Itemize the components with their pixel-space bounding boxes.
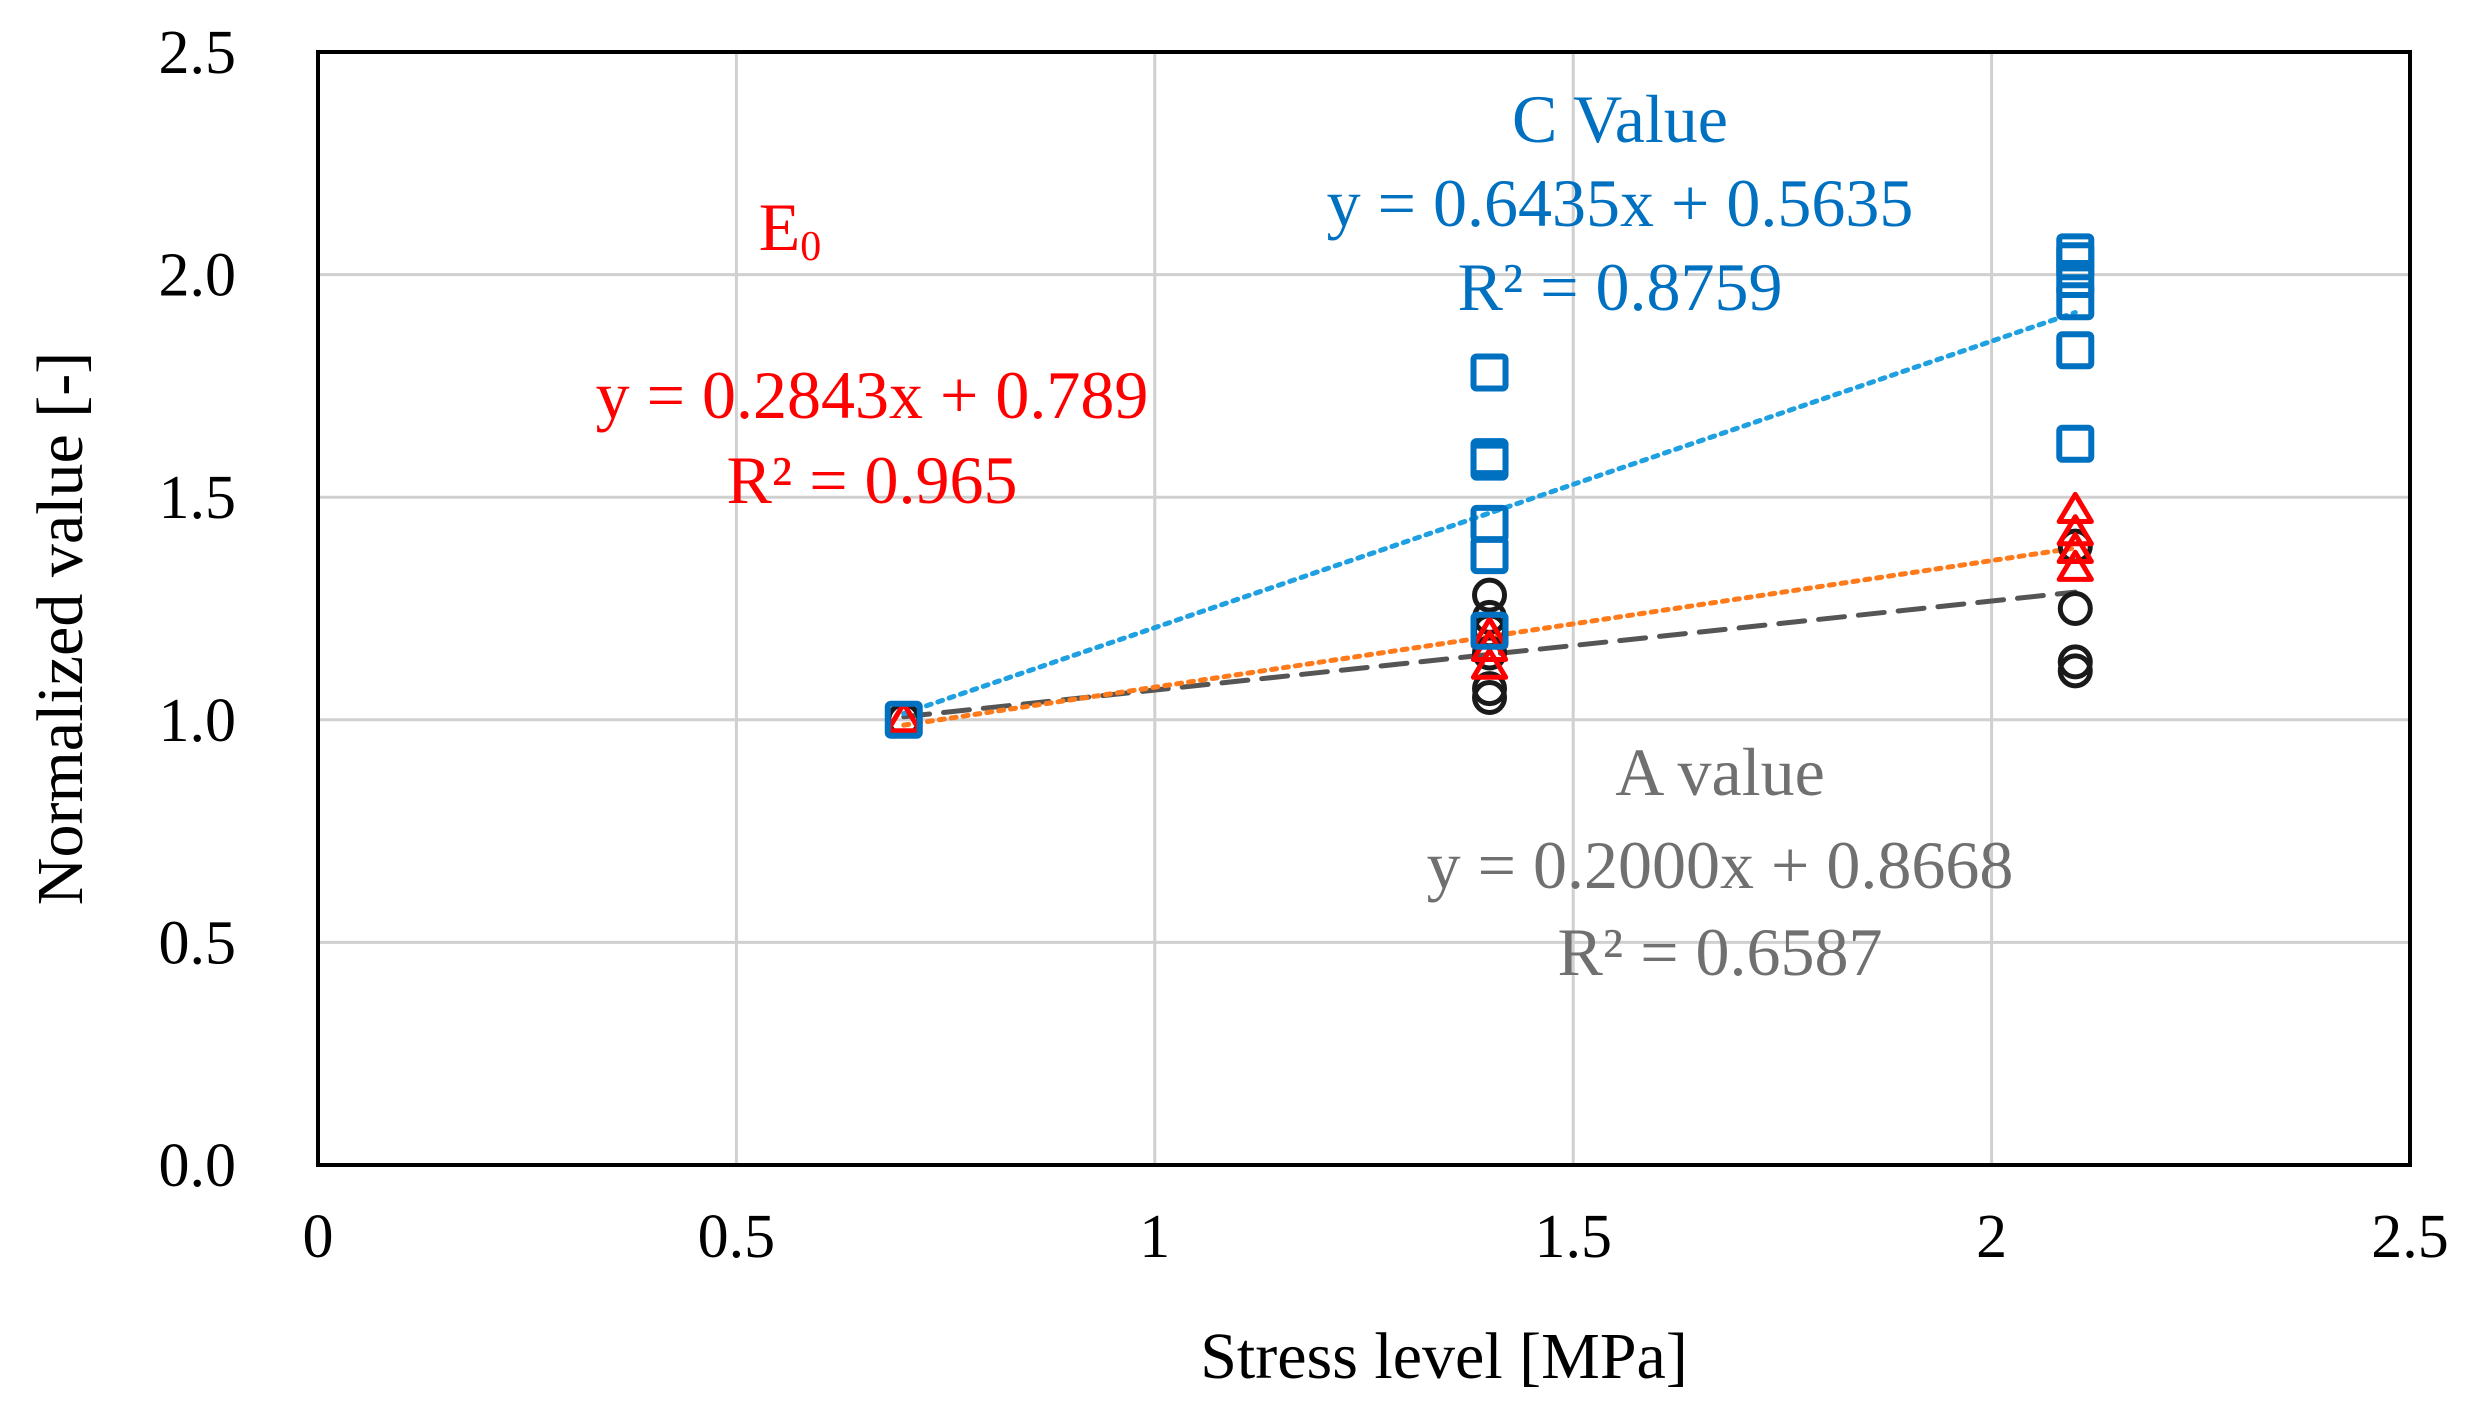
grid-lines — [318, 52, 2410, 1165]
c-value-point — [1470, 353, 1509, 392]
plot-area-frame — [316, 50, 2412, 1167]
e0-equation: y = 0.2843x + 0.789 — [596, 357, 1149, 433]
x-tick-label: 2 — [1976, 1203, 2007, 1271]
c-value-point — [2056, 233, 2095, 272]
y-axis-title: Normalized value [-] — [24, 352, 97, 905]
y-tick-label: 1.0 — [159, 687, 237, 755]
a-value-trendline — [901, 589, 2078, 720]
x-tick-label: 2.5 — [2371, 1203, 2449, 1271]
y-tick-label: 0.5 — [159, 909, 237, 977]
a-value-point — [1472, 577, 1508, 613]
x-tick-label: 0.5 — [698, 1203, 776, 1271]
e0-r-squared: R² = 0.965 — [726, 442, 1017, 518]
c-value-point — [2056, 424, 2095, 463]
c-value-point — [1470, 438, 1509, 477]
a-value-label: A value — [1615, 734, 1825, 810]
y-tick-label: 0.0 — [159, 1132, 237, 1200]
a-value-point — [2057, 591, 2093, 626]
x-tick-label: 1.5 — [1534, 1203, 1612, 1271]
e0-point — [2056, 491, 2094, 524]
a-value-r-squared: R² = 0.6587 — [1557, 914, 1882, 990]
y-tick-label: 1.5 — [159, 464, 237, 532]
e0-point — [2056, 532, 2094, 565]
c-value-point — [2056, 282, 2095, 321]
y-tick-label: 2.0 — [159, 242, 237, 310]
e0-point — [2056, 549, 2094, 582]
e0-point — [2056, 514, 2094, 547]
e0-label-subscript: 0 — [800, 224, 821, 270]
c-value-label: C Value — [1512, 81, 1728, 157]
c-value-trendline — [901, 310, 2078, 717]
c-value-point — [884, 700, 923, 739]
c-value-equation: y = 0.6435x + 0.5635 — [1327, 165, 1914, 241]
c-value-point — [1470, 611, 1509, 650]
a-value-equation: y = 0.2000x + 0.8668 — [1427, 827, 2014, 903]
c-value-point — [2056, 331, 2095, 370]
e0-label: E0 — [759, 189, 822, 270]
c-value-point — [1470, 536, 1509, 575]
c-value-r-squared: R² = 0.8759 — [1457, 249, 1782, 325]
a-value-point — [2057, 644, 2093, 680]
data-markers — [884, 233, 2095, 739]
x-tick-label: 0 — [303, 1203, 334, 1271]
a-value-point — [1472, 671, 1508, 707]
y-tick-label: 2.5 — [159, 19, 237, 87]
c-value-point — [1470, 504, 1509, 543]
e0-label-text: E — [759, 189, 801, 265]
x-tick-label: 1 — [1139, 1203, 1170, 1271]
e0-point — [1470, 647, 1509, 680]
tick-labels: 0 0.5 1 1.5 2 2.5 0.0 0.5 1.0 1.5 2.0 2.5 — [159, 19, 2449, 1271]
x-axis-title: Stress level [MPa] — [1200, 1320, 1688, 1393]
e0-point — [885, 701, 923, 734]
